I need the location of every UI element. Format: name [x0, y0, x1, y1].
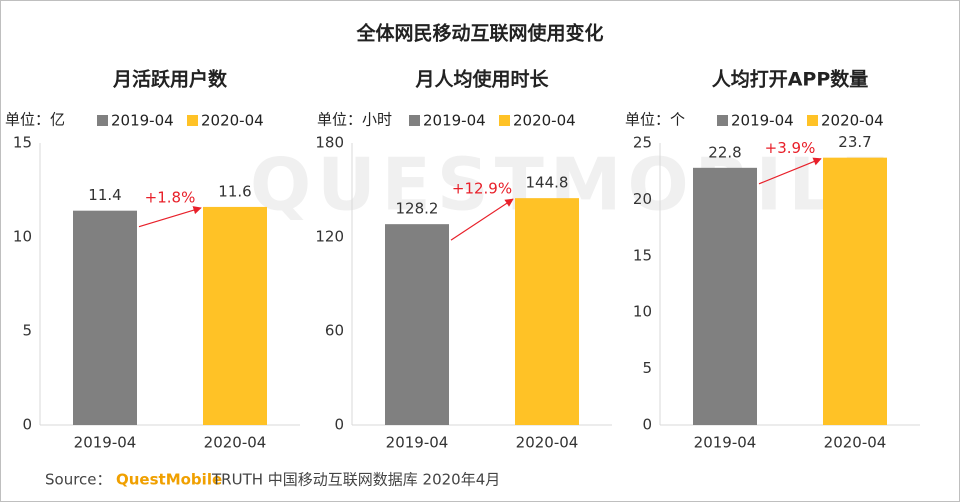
y-tick-label: 25 [633, 134, 652, 152]
source-prefix: Source： [45, 471, 112, 489]
legend-label: 2020-04 [821, 112, 884, 130]
value-label: 11.6 [218, 182, 251, 200]
y-tick-label: 10 [13, 228, 32, 246]
value-label: 11.4 [88, 186, 121, 204]
y-tick-label: 5 [22, 322, 32, 340]
panel-title: 月活跃用户数 [112, 68, 228, 91]
y-tick-label: 180 [315, 134, 344, 152]
y-tick-label: 60 [325, 322, 344, 340]
legend-swatch [499, 115, 510, 126]
x-tick-label: 2020-04 [516, 434, 579, 452]
y-tick-label: 0 [642, 416, 652, 434]
change-label: +1.8% [145, 188, 196, 206]
legend-swatch [187, 115, 198, 126]
unit-label: 单位：个 [625, 111, 685, 129]
y-tick-label: 10 [633, 303, 652, 321]
x-tick-label: 2019-04 [74, 434, 137, 452]
value-label: 144.8 [526, 174, 569, 192]
change-arrow [758, 157, 822, 185]
y-tick-label: 20 [633, 190, 652, 208]
bar [515, 198, 579, 425]
x-tick-label: 2020-04 [824, 434, 887, 452]
legend-label: 2019-04 [423, 112, 486, 130]
legend-label: 2019-04 [111, 112, 174, 130]
legend-swatch [807, 115, 818, 126]
legend-swatch [409, 115, 420, 126]
change-arrow [138, 206, 202, 228]
y-tick-label: 0 [334, 416, 344, 434]
source-text: TRUTH 中国移动互联网数据库 2020年4月 [211, 471, 500, 489]
x-tick-label: 2020-04 [204, 434, 267, 452]
legend-label: 2020-04 [201, 112, 264, 130]
legend-swatch [717, 115, 728, 126]
y-tick-label: 5 [642, 359, 652, 377]
legend-label: 2019-04 [731, 112, 794, 130]
value-label: 128.2 [396, 200, 439, 218]
x-tick-label: 2019-04 [694, 434, 757, 452]
value-label: 22.8 [708, 143, 741, 161]
y-tick-label: 120 [315, 228, 344, 246]
bar [693, 167, 757, 426]
unit-label: 单位：亿 [5, 111, 65, 129]
panel-title: 月人均使用时长 [414, 68, 549, 91]
change-arrow [450, 198, 514, 241]
unit-label: 单位：小时 [317, 111, 392, 129]
value-label: 23.7 [838, 133, 871, 151]
bar [823, 157, 887, 425]
bar [73, 210, 137, 425]
legend-swatch [97, 115, 108, 126]
bar [203, 206, 267, 425]
page-title: 全体网民移动互联网使用变化 [355, 22, 603, 45]
y-tick-label: 15 [13, 134, 32, 152]
x-tick-label: 2019-04 [386, 434, 449, 452]
change-label: +12.9% [452, 180, 512, 198]
y-tick-label: 15 [633, 246, 652, 264]
panel-title: 人均打开APP数量 [712, 68, 869, 91]
source-brand: QuestMobile [116, 471, 222, 489]
y-tick-label: 0 [22, 416, 32, 434]
legend-label: 2020-04 [513, 112, 576, 130]
bar [385, 224, 449, 425]
change-label: +3.9% [765, 139, 816, 157]
